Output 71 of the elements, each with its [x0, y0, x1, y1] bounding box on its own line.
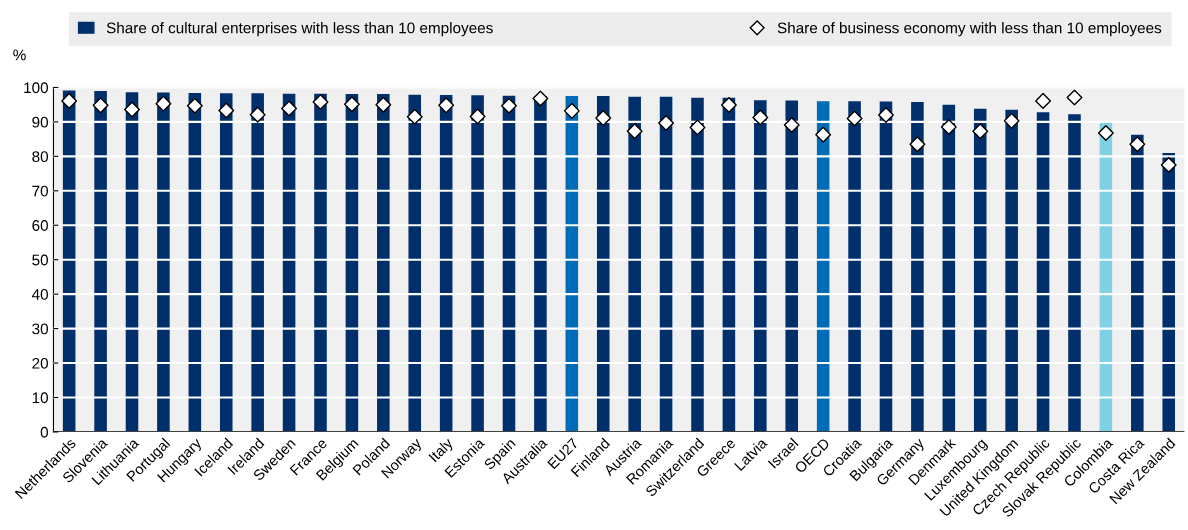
point	[186, 97, 203, 114]
y-tick-label: 20	[32, 357, 48, 369]
bar	[1068, 114, 1081, 432]
y-tick-label: 30	[32, 323, 48, 335]
point	[406, 108, 423, 125]
bar	[973, 108, 987, 432]
point	[909, 136, 926, 153]
bar	[377, 94, 390, 432]
point	[469, 108, 486, 125]
point	[92, 97, 109, 114]
y-tick-label: 90	[32, 116, 48, 128]
point	[375, 96, 392, 113]
point	[972, 123, 989, 140]
legend-label: Share of cultural enterprises with less than 10 employees	[106, 22, 493, 37]
bar	[219, 93, 233, 432]
point	[124, 101, 140, 118]
bar	[1005, 109, 1018, 432]
bar	[251, 93, 264, 432]
point	[878, 107, 894, 123]
bar	[785, 100, 799, 432]
point	[281, 100, 298, 117]
point	[312, 93, 329, 110]
bar	[596, 96, 610, 432]
bar	[628, 96, 641, 432]
bar	[1131, 134, 1144, 432]
bar	[1162, 152, 1176, 432]
y-tick-label: 80	[32, 151, 48, 163]
point	[626, 123, 643, 140]
y-axis-title: %	[13, 49, 26, 61]
point	[595, 110, 612, 127]
point	[658, 114, 675, 131]
point	[155, 95, 172, 112]
point	[1066, 89, 1083, 106]
y-tick-label: 70	[32, 185, 48, 197]
y-tick-label: 100	[24, 82, 48, 94]
bar	[754, 100, 767, 432]
y-tick-label: 50	[32, 254, 48, 266]
point	[815, 126, 832, 143]
point	[532, 90, 549, 107]
bar	[911, 101, 924, 432]
bar	[691, 97, 704, 432]
bar	[408, 94, 422, 432]
point	[1097, 124, 1114, 141]
point	[846, 110, 863, 127]
legend-label: Share of business economy with less than 10 employees	[777, 22, 1162, 37]
y-tick-label: 40	[31, 289, 48, 300]
point	[61, 92, 78, 109]
point	[752, 109, 769, 126]
point	[1160, 156, 1177, 173]
bar	[157, 92, 170, 432]
point	[1129, 136, 1146, 153]
point	[249, 106, 266, 123]
y-tick-label: 60	[32, 220, 48, 231]
point	[343, 96, 360, 113]
point	[783, 117, 800, 133]
bar	[94, 90, 107, 432]
bar	[471, 95, 484, 432]
point	[1035, 92, 1052, 109]
point	[1003, 112, 1020, 129]
point	[720, 97, 737, 113]
y-tick-label: 10	[32, 392, 48, 404]
point	[940, 119, 957, 136]
bar	[314, 93, 327, 432]
bar	[848, 101, 861, 432]
point	[501, 97, 517, 114]
point	[689, 119, 706, 136]
point	[563, 102, 580, 119]
point	[438, 97, 455, 114]
bar	[1036, 112, 1050, 432]
y-tick-label: 0	[40, 426, 48, 438]
point	[218, 102, 235, 119]
